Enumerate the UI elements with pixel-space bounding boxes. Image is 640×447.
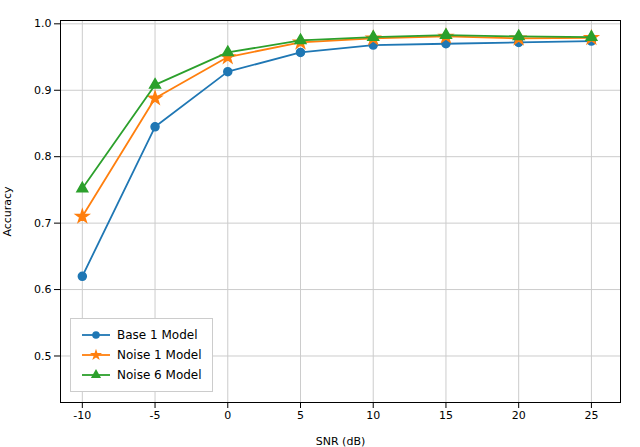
html-text:Noise 6 Model: Noise 6 Model xyxy=(117,368,202,382)
svg-text:0: 0 xyxy=(224,409,231,422)
svg-text:10: 10 xyxy=(366,409,380,422)
svg-text:0.5: 0.5 xyxy=(34,350,52,363)
svg-text:0.9: 0.9 xyxy=(34,84,52,97)
svg-text:SNR (dB): SNR (dB) xyxy=(316,435,365,447)
svg-text:20: 20 xyxy=(512,409,526,422)
svg-text:25: 25 xyxy=(584,409,598,422)
svg-text:0.6: 0.6 xyxy=(34,283,52,296)
html-text:Base 1 Model: Base 1 Model xyxy=(117,328,198,342)
svg-text:0.8: 0.8 xyxy=(34,150,52,163)
svg-text:15: 15 xyxy=(439,409,453,422)
svg-text:Accuracy: Accuracy xyxy=(1,186,14,237)
svg-text:0.7: 0.7 xyxy=(34,217,52,230)
svg-text:-10: -10 xyxy=(73,409,91,422)
svg-text:-5: -5 xyxy=(150,409,161,422)
svg-text:1.0: 1.0 xyxy=(34,17,52,30)
html-text:Noise 1 Model: Noise 1 Model xyxy=(117,348,202,362)
svg-text:5: 5 xyxy=(297,409,304,422)
